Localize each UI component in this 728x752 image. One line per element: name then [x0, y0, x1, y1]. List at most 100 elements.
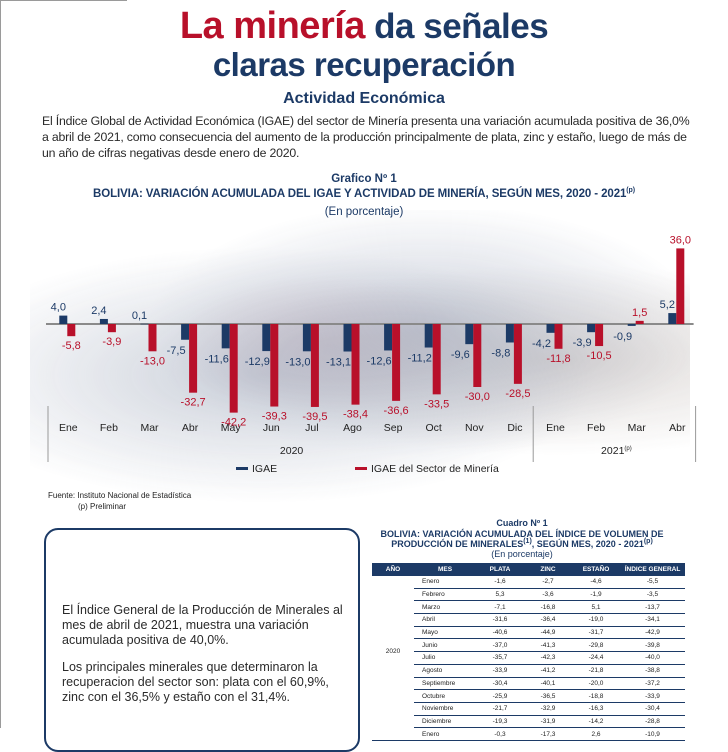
igae-data-label: -11,2 — [408, 353, 432, 365]
mineria-bar — [148, 324, 157, 352]
x-group-label: 2021(p) — [601, 445, 632, 457]
background-mining-photo — [30, 210, 690, 510]
table-row: 2020 Enero -1,6 -2,7 -4,6 -5,5 — [372, 576, 685, 655]
mineria-bar — [310, 324, 319, 407]
cell-general: -10,9 — [620, 727, 685, 741]
table-row: Abril -31,6 -36,4 -19,0 -34,1 — [372, 613, 685, 627]
mineria-bar — [473, 324, 482, 387]
cell-estano: -20,0 — [572, 677, 620, 691]
cell-plata: -33,9 — [476, 664, 524, 678]
cell-mes: Junio — [414, 638, 476, 653]
cell-mes: Agosto — [414, 664, 476, 678]
cell-general: -13,7 — [620, 600, 685, 615]
cell-general: -5,5 — [620, 576, 685, 589]
group-label-sup: (p) — [624, 446, 631, 452]
cell-general: -34,1 — [620, 613, 685, 627]
mineria-bar — [554, 324, 563, 349]
cell-zinc: -44,9 — [524, 626, 572, 640]
mineria-bar — [67, 324, 76, 337]
cell-mes: Mayo — [414, 626, 476, 640]
igae-bar — [302, 324, 311, 352]
cell-general: -39,8 — [620, 638, 685, 653]
table-row: Agosto -33,9 -41,2 -21,8 -38,8 — [372, 664, 685, 678]
mineria-bar — [392, 324, 401, 401]
mineria-data-label: -5,8 — [62, 340, 81, 352]
cell-estano: -4,6 — [572, 576, 620, 589]
cell-zinc: -31,9 — [524, 715, 572, 729]
cell-estano: -18,8 — [572, 689, 620, 703]
year-cell: 2020 — [385, 648, 401, 656]
cell-general: -30,4 — [620, 702, 685, 716]
table-row: Mayo -40,6 -44,9 -31,7 -42,9 — [372, 626, 685, 640]
x-tick-label: Nov — [465, 422, 484, 434]
x-tick-label: Oct — [426, 422, 442, 434]
igae-bar — [343, 324, 352, 352]
cell-plata: -30,4 — [476, 677, 524, 691]
mineria-data-label: -39,3 — [262, 411, 287, 423]
x-tick-label: Feb — [587, 422, 605, 434]
x-tick-label: May — [221, 422, 242, 434]
headline-line-2: claras recuperación — [212, 46, 516, 83]
x-tick-label: Mar — [140, 422, 159, 434]
table-row: Febrero 5,3 -3,6 -1,9 -3,5 — [372, 588, 685, 602]
header-estano: ESTAÑO — [572, 563, 620, 576]
table-row: Octubre -25,9 -36,5 -18,8 -33,9 — [372, 689, 685, 703]
table-row: Junio -37,0 -41,3 -29,8 -39,8 — [372, 638, 685, 653]
section-title: Actividad Económica — [283, 90, 445, 107]
cell-zinc: -3,6 — [524, 588, 572, 602]
cell-mes: Enero — [414, 576, 476, 589]
mineria-data-label: -42,2 — [221, 417, 246, 429]
mineria-bar — [595, 324, 604, 347]
legend-label-igae: IGAE — [252, 463, 277, 475]
chart-subtitle: BOLIVIA: VARIACIÓN ACUMULADA DEL IGAE Y … — [0, 187, 728, 200]
summary-box: El Índice General de la Producción de Mi… — [44, 528, 360, 752]
table-subtitle-sup-2: (p) — [643, 538, 653, 545]
cell-plata: -19,3 — [476, 715, 524, 729]
chart-subtitle-text: BOLIVIA: VARIACIÓN ACUMULADA DEL IGAE Y … — [93, 188, 627, 200]
mineria-data-label: -38,4 — [343, 409, 368, 421]
igae-bar — [221, 324, 230, 349]
headline-highlight: La minería — [179, 5, 366, 47]
mineria-bar — [635, 320, 644, 324]
cell-mes: Septiembre — [414, 677, 476, 691]
source-line: Fuente: Instituto Nacional de Estadístic… — [48, 491, 192, 500]
cell-zinc: -36,4 — [524, 613, 572, 627]
cell-general: -38,8 — [620, 664, 685, 678]
cell-plata: -35,7 — [476, 651, 524, 665]
igae-bar — [140, 323, 149, 325]
cell-zinc: -40,1 — [524, 677, 572, 691]
mineria-bar — [513, 324, 522, 384]
cell-estano: -14,2 — [572, 715, 620, 729]
chart-unit-label: (En porcentaje) — [324, 206, 404, 218]
igae-data-label: -13,1 — [326, 357, 351, 369]
source-note: Fuente: Instituto Nacional de Estadístic… — [48, 490, 191, 512]
cell-estano: -31,7 — [572, 626, 620, 640]
x-tick-label: Ene — [59, 422, 78, 434]
igae-data-label: -11,6 — [205, 353, 229, 365]
cell-mes: Enero — [414, 727, 476, 741]
x-tick-label: Sep — [384, 422, 403, 434]
igae-data-label: -4,2 — [532, 338, 551, 350]
cell-mes: Julio — [414, 651, 476, 665]
cell-estano: -19,0 — [572, 613, 620, 627]
cell-mes: Abril — [414, 613, 476, 627]
mineria-data-label: -36,6 — [384, 405, 409, 417]
igae-data-label: -8,8 — [491, 347, 510, 359]
x-tick-label: Abr — [182, 422, 199, 434]
igae-bar — [384, 324, 393, 351]
igae-bar — [181, 324, 190, 340]
table-row: Septiembre -30,4 -40,1 -20,0 -37,2 — [372, 677, 685, 691]
mineria-bar — [351, 324, 360, 405]
cell-plata: 5,3 — [476, 588, 524, 602]
mineria-bar — [676, 248, 685, 324]
igae-bar — [505, 324, 514, 343]
x-tick-label: Mar — [628, 422, 647, 434]
cell-zinc: -2,7 — [524, 576, 572, 589]
igae-data-label: -3,9 — [573, 337, 592, 349]
header-month: MES — [414, 563, 476, 576]
x-tick-label: Jul — [305, 422, 318, 434]
igae-data-label: 2,4 — [91, 305, 106, 317]
cell-general: -37,2 — [620, 677, 685, 691]
cell-zinc: -32,9 — [524, 702, 572, 716]
cell-zinc: -42,3 — [524, 651, 572, 665]
